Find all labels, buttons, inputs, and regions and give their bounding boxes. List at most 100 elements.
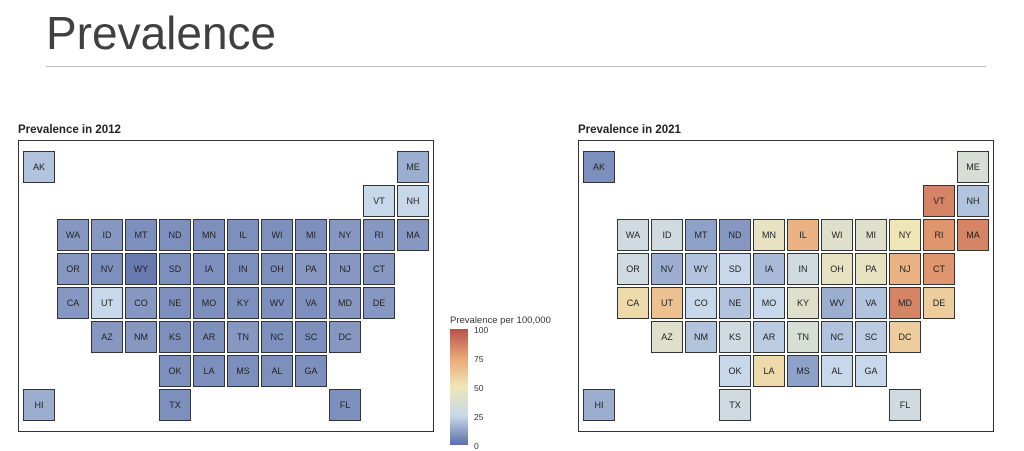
state-il: IL	[787, 219, 819, 251]
state-ri: RI	[363, 219, 395, 251]
state-al: AL	[821, 355, 853, 387]
state-in: IN	[227, 253, 259, 285]
state-id: ID	[651, 219, 683, 251]
state-vt: VT	[923, 185, 955, 217]
state-ct: CT	[363, 253, 395, 285]
state-sc: SC	[295, 321, 327, 353]
state-ks: KS	[159, 321, 191, 353]
state-wy: WY	[685, 253, 717, 285]
state-la: LA	[753, 355, 785, 387]
state-or: OR	[617, 253, 649, 285]
state-mi: MI	[855, 219, 887, 251]
map-2012-title: Prevalence in 2012	[18, 124, 121, 136]
state-mn: MN	[753, 219, 785, 251]
state-nd: ND	[719, 219, 751, 251]
state-sd: SD	[159, 253, 191, 285]
state-co: CO	[125, 287, 157, 319]
state-nh: NH	[957, 185, 989, 217]
map-2012: WA OR CA NV ID UT AZ MT WY CO NM ND SD NE KS OK TX MN IA MO…	[18, 140, 434, 432]
state-wv: WV	[261, 287, 293, 319]
state-ny: NY	[329, 219, 361, 251]
state-ms: MS	[227, 355, 259, 387]
state-in: IN	[787, 253, 819, 285]
state-me: ME	[957, 151, 989, 183]
state-az: AZ	[91, 321, 123, 353]
legend-tick: 25	[474, 412, 484, 422]
state-ne: NE	[159, 287, 191, 319]
legend-tick: 50	[474, 383, 484, 393]
state-ar: AR	[193, 321, 225, 353]
state-sc: SC	[855, 321, 887, 353]
state-ma: MA	[397, 219, 429, 251]
state-mn: MN	[193, 219, 225, 251]
legend-colorbar	[450, 329, 468, 445]
state-ne: NE	[719, 287, 751, 319]
state-vt: VT	[363, 185, 395, 217]
state-tn: TN	[227, 321, 259, 353]
state-va: VA	[295, 287, 327, 319]
state-nm: NM	[125, 321, 157, 353]
state-il: IL	[227, 219, 259, 251]
title-divider	[46, 66, 986, 67]
state-ar: AR	[753, 321, 785, 353]
state-ct: CT	[923, 253, 955, 285]
state-wi: WI	[821, 219, 853, 251]
state-nc: NC	[821, 321, 853, 353]
map-2021: WA OR CA NV ID UT AZ MT WY CO NM ND SD NE KS OK TX MN IA MO…	[578, 140, 994, 432]
state-oh: OH	[261, 253, 293, 285]
state-ky: KY	[227, 287, 259, 319]
state-pa: PA	[855, 253, 887, 285]
state-me: ME	[397, 151, 429, 183]
state-ak: AK	[583, 151, 615, 183]
state-md: MD	[889, 287, 921, 319]
state-ok: OK	[159, 355, 191, 387]
state-hi: HI	[23, 389, 55, 421]
state-nd: ND	[159, 219, 191, 251]
state-fl: FL	[889, 389, 921, 421]
slide-title: Prevalence	[46, 7, 277, 59]
state-nc: NC	[261, 321, 293, 353]
state-nm: NM	[685, 321, 717, 353]
state-nh: NH	[397, 185, 429, 217]
state-la: LA	[193, 355, 225, 387]
state-ca: CA	[57, 287, 89, 319]
state-oh: OH	[821, 253, 853, 285]
state-ak: AK	[23, 151, 55, 183]
state-wa: WA	[617, 219, 649, 251]
state-nv: NV	[651, 253, 683, 285]
state-ut: UT	[91, 287, 123, 319]
state-mo: MO	[193, 287, 225, 319]
state-al: AL	[261, 355, 293, 387]
state-mo: MO	[753, 287, 785, 319]
state-ky: KY	[787, 287, 819, 319]
state-ut: UT	[651, 287, 683, 319]
map-2021-title: Prevalence in 2021	[578, 124, 681, 136]
state-fl: FL	[329, 389, 361, 421]
state-az: AZ	[651, 321, 683, 353]
state-ia: IA	[753, 253, 785, 285]
state-ri: RI	[923, 219, 955, 251]
state-tn: TN	[787, 321, 819, 353]
state-mt: MT	[125, 219, 157, 251]
legend-tick: 0	[474, 441, 479, 451]
state-nv: NV	[91, 253, 123, 285]
state-dc: DC	[329, 321, 361, 353]
state-wv: WV	[821, 287, 853, 319]
state-de: DE	[923, 287, 955, 319]
state-ma: MA	[957, 219, 989, 251]
state-mi: MI	[295, 219, 327, 251]
state-ks: KS	[719, 321, 751, 353]
state-ny: NY	[889, 219, 921, 251]
state-ok: OK	[719, 355, 751, 387]
state-tx: TX	[159, 389, 191, 421]
state-hi: HI	[583, 389, 615, 421]
state-wi: WI	[261, 219, 293, 251]
state-wy: WY	[125, 253, 157, 285]
legend-tick: 100	[474, 325, 489, 335]
state-ca: CA	[617, 287, 649, 319]
state-dc: DC	[889, 321, 921, 353]
state-or: OR	[57, 253, 89, 285]
state-nj: NJ	[329, 253, 361, 285]
legend-tick: 75	[474, 354, 484, 364]
state-va: VA	[855, 287, 887, 319]
